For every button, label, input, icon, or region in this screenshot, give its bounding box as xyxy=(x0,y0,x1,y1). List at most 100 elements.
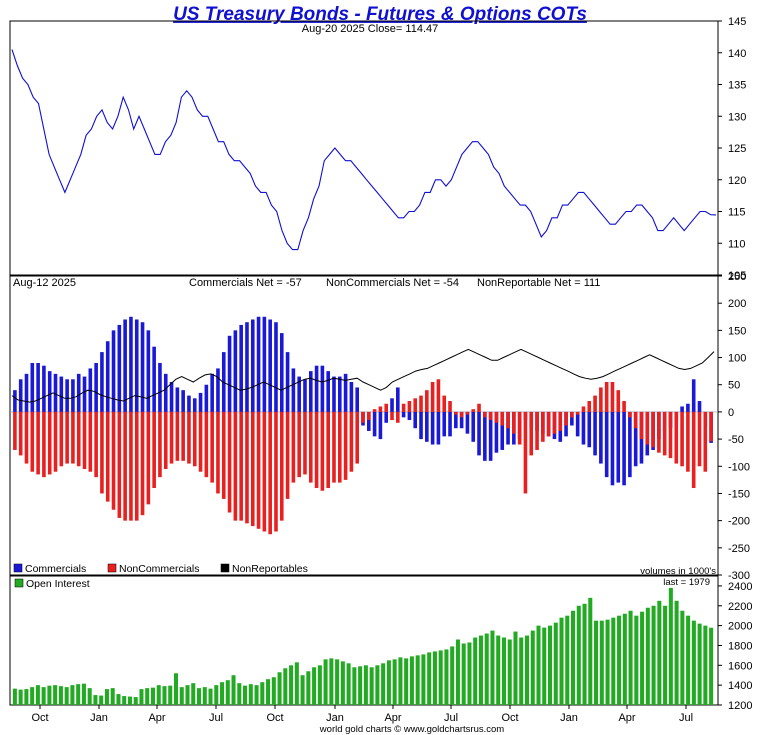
commercials-bar xyxy=(396,387,400,412)
open-interest-bar xyxy=(668,587,673,705)
noncommercials-bar xyxy=(18,411,23,456)
legend-label: NonCommercials xyxy=(119,563,200,575)
open-interest-bar xyxy=(30,687,35,705)
noncommercials-bar xyxy=(169,411,174,464)
x-tick-label: Jan xyxy=(560,712,578,724)
open-interest-bar xyxy=(490,630,495,705)
noncommercials-bar xyxy=(396,411,400,423)
noncommercials-bar xyxy=(129,411,133,521)
y-tick-label: 135 xyxy=(728,80,746,92)
open-interest-bar xyxy=(559,617,564,705)
open-interest-bar xyxy=(536,625,541,705)
commercials-bar xyxy=(430,411,435,445)
noncommercials-bar xyxy=(256,411,261,529)
y-tick-label: -100 xyxy=(728,461,750,473)
open-interest-bar xyxy=(542,627,547,705)
commercials-bar xyxy=(308,371,313,412)
commercials-bar xyxy=(42,365,46,412)
open-interest-bar xyxy=(168,685,173,705)
noncommercials-bar xyxy=(407,401,412,412)
noncommercials-bar xyxy=(134,411,139,521)
noncommercials-bar xyxy=(691,411,696,489)
open-interest-bar xyxy=(657,600,662,705)
open-interest-bar xyxy=(127,696,132,705)
y-tick-label: 150 xyxy=(728,325,746,337)
commercials-bar xyxy=(401,411,406,418)
open-interest-bar xyxy=(93,695,98,705)
noncommercials-bar xyxy=(506,411,510,429)
open-interest-bar xyxy=(306,671,311,705)
nonreportables-line xyxy=(11,348,715,403)
legend-swatch xyxy=(107,563,117,573)
commercials-bar xyxy=(633,411,638,467)
open-interest-bar xyxy=(409,656,414,705)
open-interest-bar xyxy=(605,619,610,705)
noncommercials-bar xyxy=(384,403,389,412)
commercials-bar xyxy=(326,371,330,412)
noncommercials-bar xyxy=(581,406,586,412)
noncommercials-bar xyxy=(274,411,278,532)
price-header: Aug-20 2025 Close= 114.47 xyxy=(302,23,439,35)
open-interest-bar xyxy=(139,689,144,705)
noncommercials-bar xyxy=(117,411,122,518)
commercials-bar xyxy=(245,322,249,412)
commercials-bar xyxy=(59,376,64,412)
open-interest-bar xyxy=(202,687,207,705)
open-interest-bar xyxy=(588,597,593,705)
noncommercials-bar xyxy=(343,411,348,480)
noncommercials-bar xyxy=(227,411,232,513)
commercials-bar xyxy=(680,406,684,412)
open-interest-bar xyxy=(628,610,633,705)
noncommercials-bar xyxy=(494,411,499,423)
open-interest-bar xyxy=(432,651,437,705)
noncommercials-bar xyxy=(587,401,592,412)
noncommercials-bar xyxy=(442,395,447,412)
commercials-bar xyxy=(367,411,371,431)
y-tick-label: 200 xyxy=(728,298,746,310)
noncommercials-bar xyxy=(680,411,684,467)
x-tick-label: Jul xyxy=(679,712,693,724)
commercials-bar xyxy=(622,411,626,486)
open-interest-bar xyxy=(53,685,58,705)
commercials-net-label: Commercials Net = -57 xyxy=(189,277,302,289)
noncommercials-bar xyxy=(42,411,46,478)
open-interest-bar xyxy=(47,685,52,705)
noncommercials-bar xyxy=(529,411,534,456)
noncommercials-bar xyxy=(100,411,104,494)
noncommercials-bar xyxy=(390,411,394,421)
open-interest-bar xyxy=(369,667,374,705)
commercials-bar xyxy=(442,411,447,437)
open-interest-bar xyxy=(243,685,248,705)
commercials-bar xyxy=(593,411,597,456)
commercials-bar xyxy=(465,411,470,434)
commercials-bar xyxy=(36,362,40,412)
y-tick-label: 140 xyxy=(728,48,746,60)
commercials-bar xyxy=(268,319,272,412)
commercials-bar xyxy=(390,398,394,412)
noncommercials-bar xyxy=(320,411,325,491)
open-interest-bar xyxy=(519,637,524,705)
open-interest-bar xyxy=(18,689,23,705)
open-interest-bar xyxy=(294,662,299,705)
open-interest-bar xyxy=(81,683,86,705)
commercials-bar xyxy=(285,352,290,412)
commercials-bar xyxy=(187,395,191,412)
open-interest-bar xyxy=(645,607,650,705)
open-interest-bar xyxy=(208,688,213,705)
noncommercials-bar xyxy=(668,411,673,459)
open-interest-bar xyxy=(87,688,92,705)
y-tick-label: 100 xyxy=(728,353,746,365)
commercials-bar xyxy=(256,316,261,412)
open-interest-bar xyxy=(553,622,558,705)
open-interest-bar xyxy=(651,605,656,705)
noncommercials-bar xyxy=(88,411,93,472)
noncommercials-bar xyxy=(367,411,371,421)
noncommercials-bar xyxy=(297,411,301,478)
y-tick-label: -200 xyxy=(728,516,750,528)
open-interest-bar xyxy=(24,689,29,705)
open-interest-bar xyxy=(404,658,409,705)
noncommercials-bar xyxy=(123,411,127,521)
commercials-bar xyxy=(53,373,58,412)
noncommercials-bar xyxy=(430,382,435,412)
noncommercials-bar xyxy=(633,411,638,429)
